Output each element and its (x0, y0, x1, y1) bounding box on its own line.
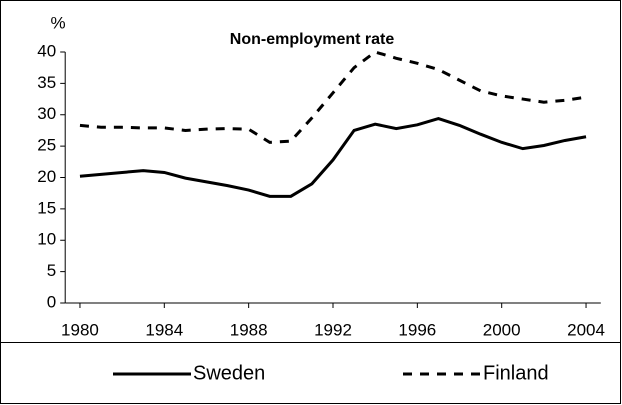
y-tick-label: 5 (47, 261, 56, 280)
y-tick-label: 40 (37, 41, 56, 60)
y-tick-label: 0 (47, 292, 56, 311)
y-tick-label: 25 (37, 136, 56, 155)
x-tick-label: 1988 (230, 320, 268, 339)
x-tick-label: 1984 (145, 320, 183, 339)
x-tick-label: 2004 (567, 320, 605, 339)
y-tick-label: 20 (37, 167, 56, 186)
x-tick-label: 1992 (314, 320, 352, 339)
y-axis-label: % (50, 13, 65, 32)
legend-label: Finland (483, 362, 549, 384)
x-tick-label: 1996 (398, 320, 436, 339)
y-tick-label: 15 (37, 198, 56, 217)
x-tick-label: 1980 (61, 320, 99, 339)
chart-title: Non-employment rate (230, 31, 395, 48)
y-tick-label: 35 (37, 73, 56, 92)
legend-label: Sweden (193, 362, 265, 384)
x-tick-label: 2000 (483, 320, 521, 339)
y-tick-label: 30 (37, 104, 56, 123)
series-line (79, 50, 587, 144)
series-line (79, 116, 587, 198)
y-tick-label: 10 (37, 230, 56, 249)
